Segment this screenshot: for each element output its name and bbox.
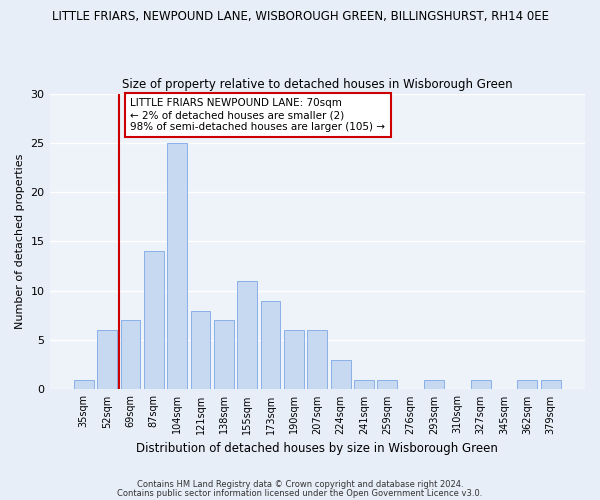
Bar	[354, 380, 374, 390]
Y-axis label: Number of detached properties: Number of detached properties	[15, 154, 25, 329]
Text: Contains HM Land Registry data © Crown copyright and database right 2024.: Contains HM Land Registry data © Crown c…	[137, 480, 463, 489]
Bar	[74, 380, 94, 390]
Bar	[260, 300, 280, 390]
Title: Size of property relative to detached houses in Wisborough Green: Size of property relative to detached ho…	[122, 78, 512, 91]
X-axis label: Distribution of detached houses by size in Wisborough Green: Distribution of detached houses by size …	[136, 442, 498, 455]
Bar	[517, 380, 538, 390]
Bar	[331, 360, 350, 390]
Bar	[541, 380, 560, 390]
Bar	[424, 380, 444, 390]
Bar	[471, 380, 491, 390]
Bar	[191, 310, 211, 390]
Bar	[214, 320, 234, 390]
Text: Contains public sector information licensed under the Open Government Licence v3: Contains public sector information licen…	[118, 489, 482, 498]
Bar	[284, 330, 304, 390]
Bar	[377, 380, 397, 390]
Bar	[121, 320, 140, 390]
Bar	[307, 330, 327, 390]
Bar	[167, 143, 187, 390]
Bar	[97, 330, 117, 390]
Bar	[144, 252, 164, 390]
Text: LITTLE FRIARS, NEWPOUND LANE, WISBOROUGH GREEN, BILLINGSHURST, RH14 0EE: LITTLE FRIARS, NEWPOUND LANE, WISBOROUGH…	[52, 10, 548, 23]
Text: LITTLE FRIARS NEWPOUND LANE: 70sqm
← 2% of detached houses are smaller (2)
98% o: LITTLE FRIARS NEWPOUND LANE: 70sqm ← 2% …	[130, 98, 385, 132]
Bar	[238, 281, 257, 390]
